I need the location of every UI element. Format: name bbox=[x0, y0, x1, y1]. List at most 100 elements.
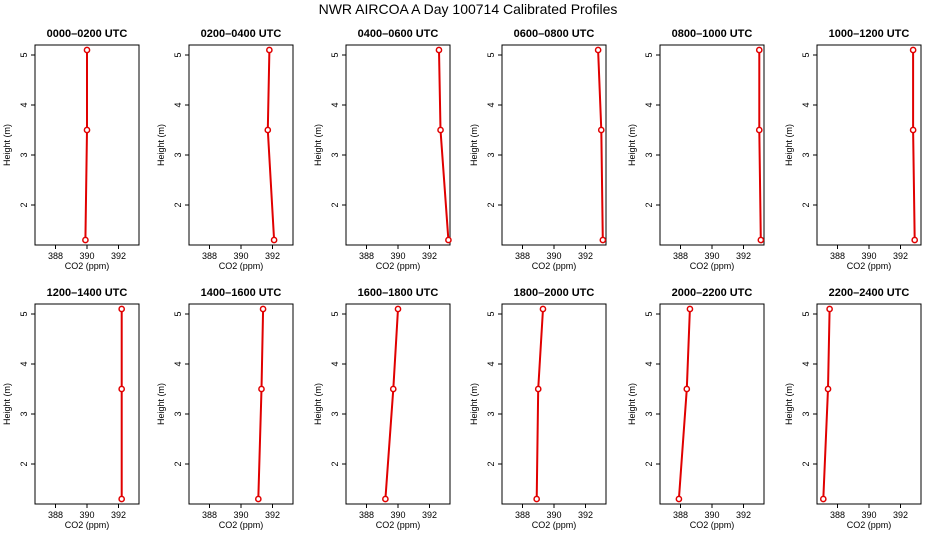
y-tick-label: 2 bbox=[19, 461, 29, 466]
y-axis-label: Height (m) bbox=[627, 124, 637, 166]
y-axis-label: Height (m) bbox=[784, 383, 794, 425]
plot-frame bbox=[34, 303, 140, 505]
x-tick-label: 388 bbox=[48, 510, 63, 520]
data-point bbox=[259, 305, 267, 313]
plot-frame bbox=[659, 303, 765, 505]
y-tick-label: 3 bbox=[486, 152, 496, 157]
x-tick-label: 388 bbox=[202, 510, 217, 520]
x-tick-label: 388 bbox=[202, 251, 217, 261]
data-point bbox=[258, 385, 265, 393]
y-axis-label: Height (m) bbox=[313, 383, 323, 425]
panel-title: 0000–0200 UTC bbox=[47, 28, 128, 40]
y-tick-label: 3 bbox=[19, 411, 29, 416]
y-tick-label: 5 bbox=[173, 52, 183, 57]
profile-line bbox=[384, 308, 399, 500]
panel-title: 2000–2200 UTC bbox=[672, 287, 753, 299]
profile-line bbox=[535, 308, 544, 500]
data-point bbox=[83, 46, 91, 54]
profile-line bbox=[438, 49, 450, 241]
y-axis-label: Height (m) bbox=[2, 124, 12, 166]
y-tick-label: 5 bbox=[644, 52, 654, 57]
data-point bbox=[435, 46, 443, 54]
y-tick-label: 4 bbox=[644, 361, 654, 366]
x-tick-label: 388 bbox=[48, 251, 63, 261]
x-tick-label: 390 bbox=[704, 251, 719, 261]
x-tick-label: 388 bbox=[673, 510, 688, 520]
data-point bbox=[437, 126, 444, 134]
profile-line bbox=[597, 49, 604, 241]
y-tick-label: 3 bbox=[173, 411, 183, 416]
y-tick-label: 5 bbox=[173, 311, 183, 316]
y-tick-label: 5 bbox=[330, 52, 340, 57]
panel-title: 0400–0600 UTC bbox=[358, 28, 439, 40]
x-tick-label: 392 bbox=[893, 251, 908, 261]
y-tick-label: 5 bbox=[486, 52, 496, 57]
y-tick-label: 5 bbox=[801, 52, 811, 57]
y-tick-label: 5 bbox=[19, 311, 29, 316]
y-tick-label: 5 bbox=[330, 311, 340, 316]
x-tick-label: 390 bbox=[546, 510, 561, 520]
y-tick-label: 3 bbox=[19, 152, 29, 157]
panel-title: 1400–1600 UTC bbox=[201, 287, 282, 299]
x-axis-label: CO2 (ppm) bbox=[376, 261, 421, 271]
data-point bbox=[83, 126, 91, 134]
x-axis-label: CO2 (ppm) bbox=[65, 520, 110, 530]
panel-title: 1000–1200 UTC bbox=[829, 28, 910, 40]
data-point bbox=[382, 495, 389, 503]
y-tick-label: 3 bbox=[330, 152, 340, 157]
data-point bbox=[911, 236, 919, 244]
x-tick-label: 390 bbox=[79, 251, 94, 261]
data-point bbox=[118, 495, 126, 503]
y-tick-label: 2 bbox=[801, 202, 811, 207]
panel-title: 0200–0400 UTC bbox=[201, 28, 282, 40]
x-tick-label: 392 bbox=[265, 251, 280, 261]
x-tick-label: 390 bbox=[390, 251, 405, 261]
x-tick-label: 392 bbox=[736, 510, 751, 520]
y-tick-label: 2 bbox=[801, 461, 811, 466]
data-point bbox=[909, 126, 917, 134]
x-tick-label: 392 bbox=[111, 510, 126, 520]
x-axis-label: CO2 (ppm) bbox=[690, 520, 735, 530]
data-point bbox=[118, 385, 126, 393]
x-axis-label: CO2 (ppm) bbox=[532, 520, 577, 530]
y-tick-label: 2 bbox=[19, 202, 29, 207]
data-point bbox=[533, 495, 541, 503]
data-point bbox=[826, 305, 833, 313]
y-tick-label: 4 bbox=[19, 361, 29, 366]
data-point bbox=[539, 305, 547, 313]
y-axis-label: Height (m) bbox=[2, 383, 12, 425]
data-point bbox=[445, 236, 452, 244]
data-point bbox=[394, 305, 402, 313]
y-tick-label: 4 bbox=[173, 361, 183, 366]
profile-line bbox=[677, 308, 691, 500]
data-point bbox=[686, 305, 694, 313]
x-tick-label: 390 bbox=[861, 251, 876, 261]
y-tick-label: 2 bbox=[486, 461, 496, 466]
data-point bbox=[82, 236, 89, 244]
x-tick-label: 392 bbox=[736, 251, 751, 261]
profile-line bbox=[758, 50, 762, 241]
plot-frame bbox=[345, 44, 451, 246]
profile-line bbox=[266, 49, 276, 241]
x-axis-label: CO2 (ppm) bbox=[847, 261, 892, 271]
y-tick-label: 2 bbox=[330, 461, 340, 466]
panel-title: 0800–1000 UTC bbox=[672, 28, 753, 40]
y-tick-label: 2 bbox=[644, 461, 654, 466]
plot-frame bbox=[816, 303, 922, 505]
x-axis-label: CO2 (ppm) bbox=[376, 520, 421, 530]
panel-title: 2200–2400 UTC bbox=[829, 287, 910, 299]
x-tick-label: 388 bbox=[359, 251, 374, 261]
x-tick-label: 390 bbox=[233, 510, 248, 520]
plot-frame bbox=[659, 44, 765, 246]
y-tick-label: 2 bbox=[173, 461, 183, 466]
y-tick-label: 4 bbox=[801, 102, 811, 107]
